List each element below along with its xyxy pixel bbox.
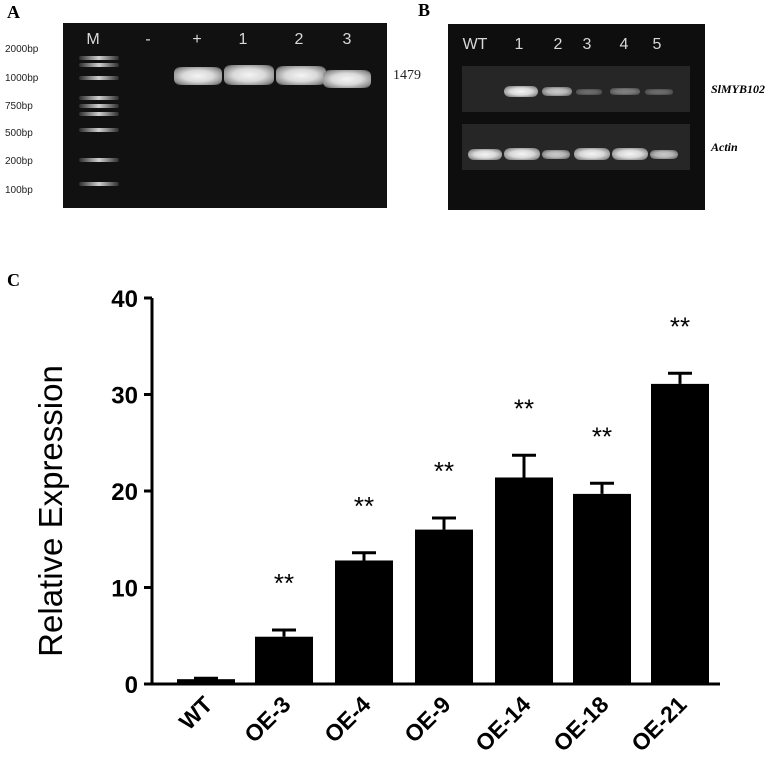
y-tick-label: 10: [111, 576, 138, 603]
ladder-band: [79, 56, 119, 60]
gel-b-target-band-2: [542, 87, 572, 96]
ladder-band: [79, 104, 119, 108]
gel-b-lane-label-wt: WT: [462, 36, 488, 53]
category-label: OE-14: [470, 691, 536, 757]
gel-b-actin-band-4: [612, 148, 648, 160]
marker-label-500: 500bp: [5, 128, 33, 139]
category-label: OE-18: [548, 691, 614, 757]
gel-b-actin-band-2: [542, 150, 570, 159]
y-tick-label: 30: [111, 383, 138, 410]
bar: [255, 636, 313, 684]
gel-b-strip-actin: [462, 124, 690, 170]
gel-b-target-band-3: [576, 89, 602, 95]
gel-a-band-pos: [174, 67, 222, 85]
gel-b-strip-target: [462, 66, 690, 112]
y-tick-label: 20: [111, 479, 138, 506]
significance-label: **: [434, 456, 454, 486]
gel-b-lane-label-3: 3: [582, 36, 592, 53]
gel-a-band-3: [323, 70, 371, 88]
significance-label: **: [514, 393, 534, 423]
gel-a-lane-label-pos: +: [192, 31, 202, 48]
significance-label: **: [354, 491, 374, 521]
significance-label: **: [670, 311, 690, 341]
gel-b-lane-label-4: 4: [619, 36, 629, 53]
gene-label-slmyb102: SlMYB102: [711, 82, 766, 96]
panel-letter-c: C: [7, 270, 20, 290]
marker-label-750: 750bp: [5, 101, 33, 112]
bar: [335, 560, 393, 684]
bar: [495, 477, 553, 684]
gel-b-lane-label-1: 1: [514, 36, 524, 53]
gel-image-a: M - + 1 2 3: [63, 23, 387, 208]
ladder-band: [79, 158, 119, 162]
ladder-band: [79, 63, 119, 67]
gel-b-lane-label-2: 2: [553, 36, 563, 53]
gel-b-actin-band-1: [504, 148, 540, 160]
gene-label-actin: Actin: [711, 140, 738, 154]
ladder-band: [79, 96, 119, 100]
gel-b-actin-band-wt: [468, 149, 502, 160]
bar: [651, 383, 709, 684]
category-label: WT: [174, 691, 218, 735]
y-axis-label: Relative Expression: [32, 365, 69, 657]
chart-layer: 0 10 20 30 40 Relative Expression WT ** OE-3 ** OE…: [32, 286, 720, 757]
gel-a-lane-label-2: 2: [294, 31, 304, 48]
gel-a-band-1: [224, 65, 274, 85]
panel-letter-b: B: [418, 0, 431, 20]
significance-label: **: [592, 421, 612, 451]
y-tick-label: 40: [111, 286, 138, 313]
gel-a-band-2: [276, 66, 326, 85]
band-size-label: 1479: [393, 68, 421, 83]
marker-label-1000: 1000bp: [5, 73, 39, 84]
marker-label-100: 100bp: [5, 185, 33, 196]
gel-b-actin-band-3: [574, 148, 610, 160]
gel-a-lane-label-neg: -: [145, 31, 151, 48]
bar: [415, 529, 473, 684]
gel-a-lane-label-1: 1: [238, 31, 248, 48]
significance-label: **: [274, 568, 294, 598]
marker-label-2000: 2000bp: [5, 44, 39, 55]
gel-a-lane-label-3: 3: [342, 31, 352, 48]
gel-b-target-band-4: [610, 88, 640, 95]
ladder-band: [79, 128, 119, 132]
gel-image-b: WT 1 2 3 4 5: [448, 24, 705, 210]
ladder-band: [79, 76, 119, 80]
category-label: OE-21: [626, 691, 692, 757]
category-label: OE-4: [319, 691, 375, 747]
y-tick-label: 0: [125, 672, 138, 699]
category-label: OE-3: [239, 691, 295, 747]
marker-label-200: 200bp: [5, 156, 33, 167]
ladder-band: [79, 112, 119, 116]
panel-letter-a: A: [7, 2, 20, 22]
bar: [573, 493, 631, 684]
bar: [177, 679, 235, 684]
gel-b-lane-label-5: 5: [652, 36, 662, 53]
gel-b-target-band-5: [645, 89, 673, 95]
gel-b-target-band-1: [504, 86, 538, 97]
gel-a-lane-label-m: M: [86, 31, 100, 48]
bar-chart: 0 10 20 30 40 Relative Expression WT ** OE-3 ** OE…: [32, 286, 720, 757]
category-label: OE-9: [399, 691, 455, 747]
ladder-band: [79, 182, 119, 186]
gel-b-actin-band-5: [650, 150, 678, 159]
